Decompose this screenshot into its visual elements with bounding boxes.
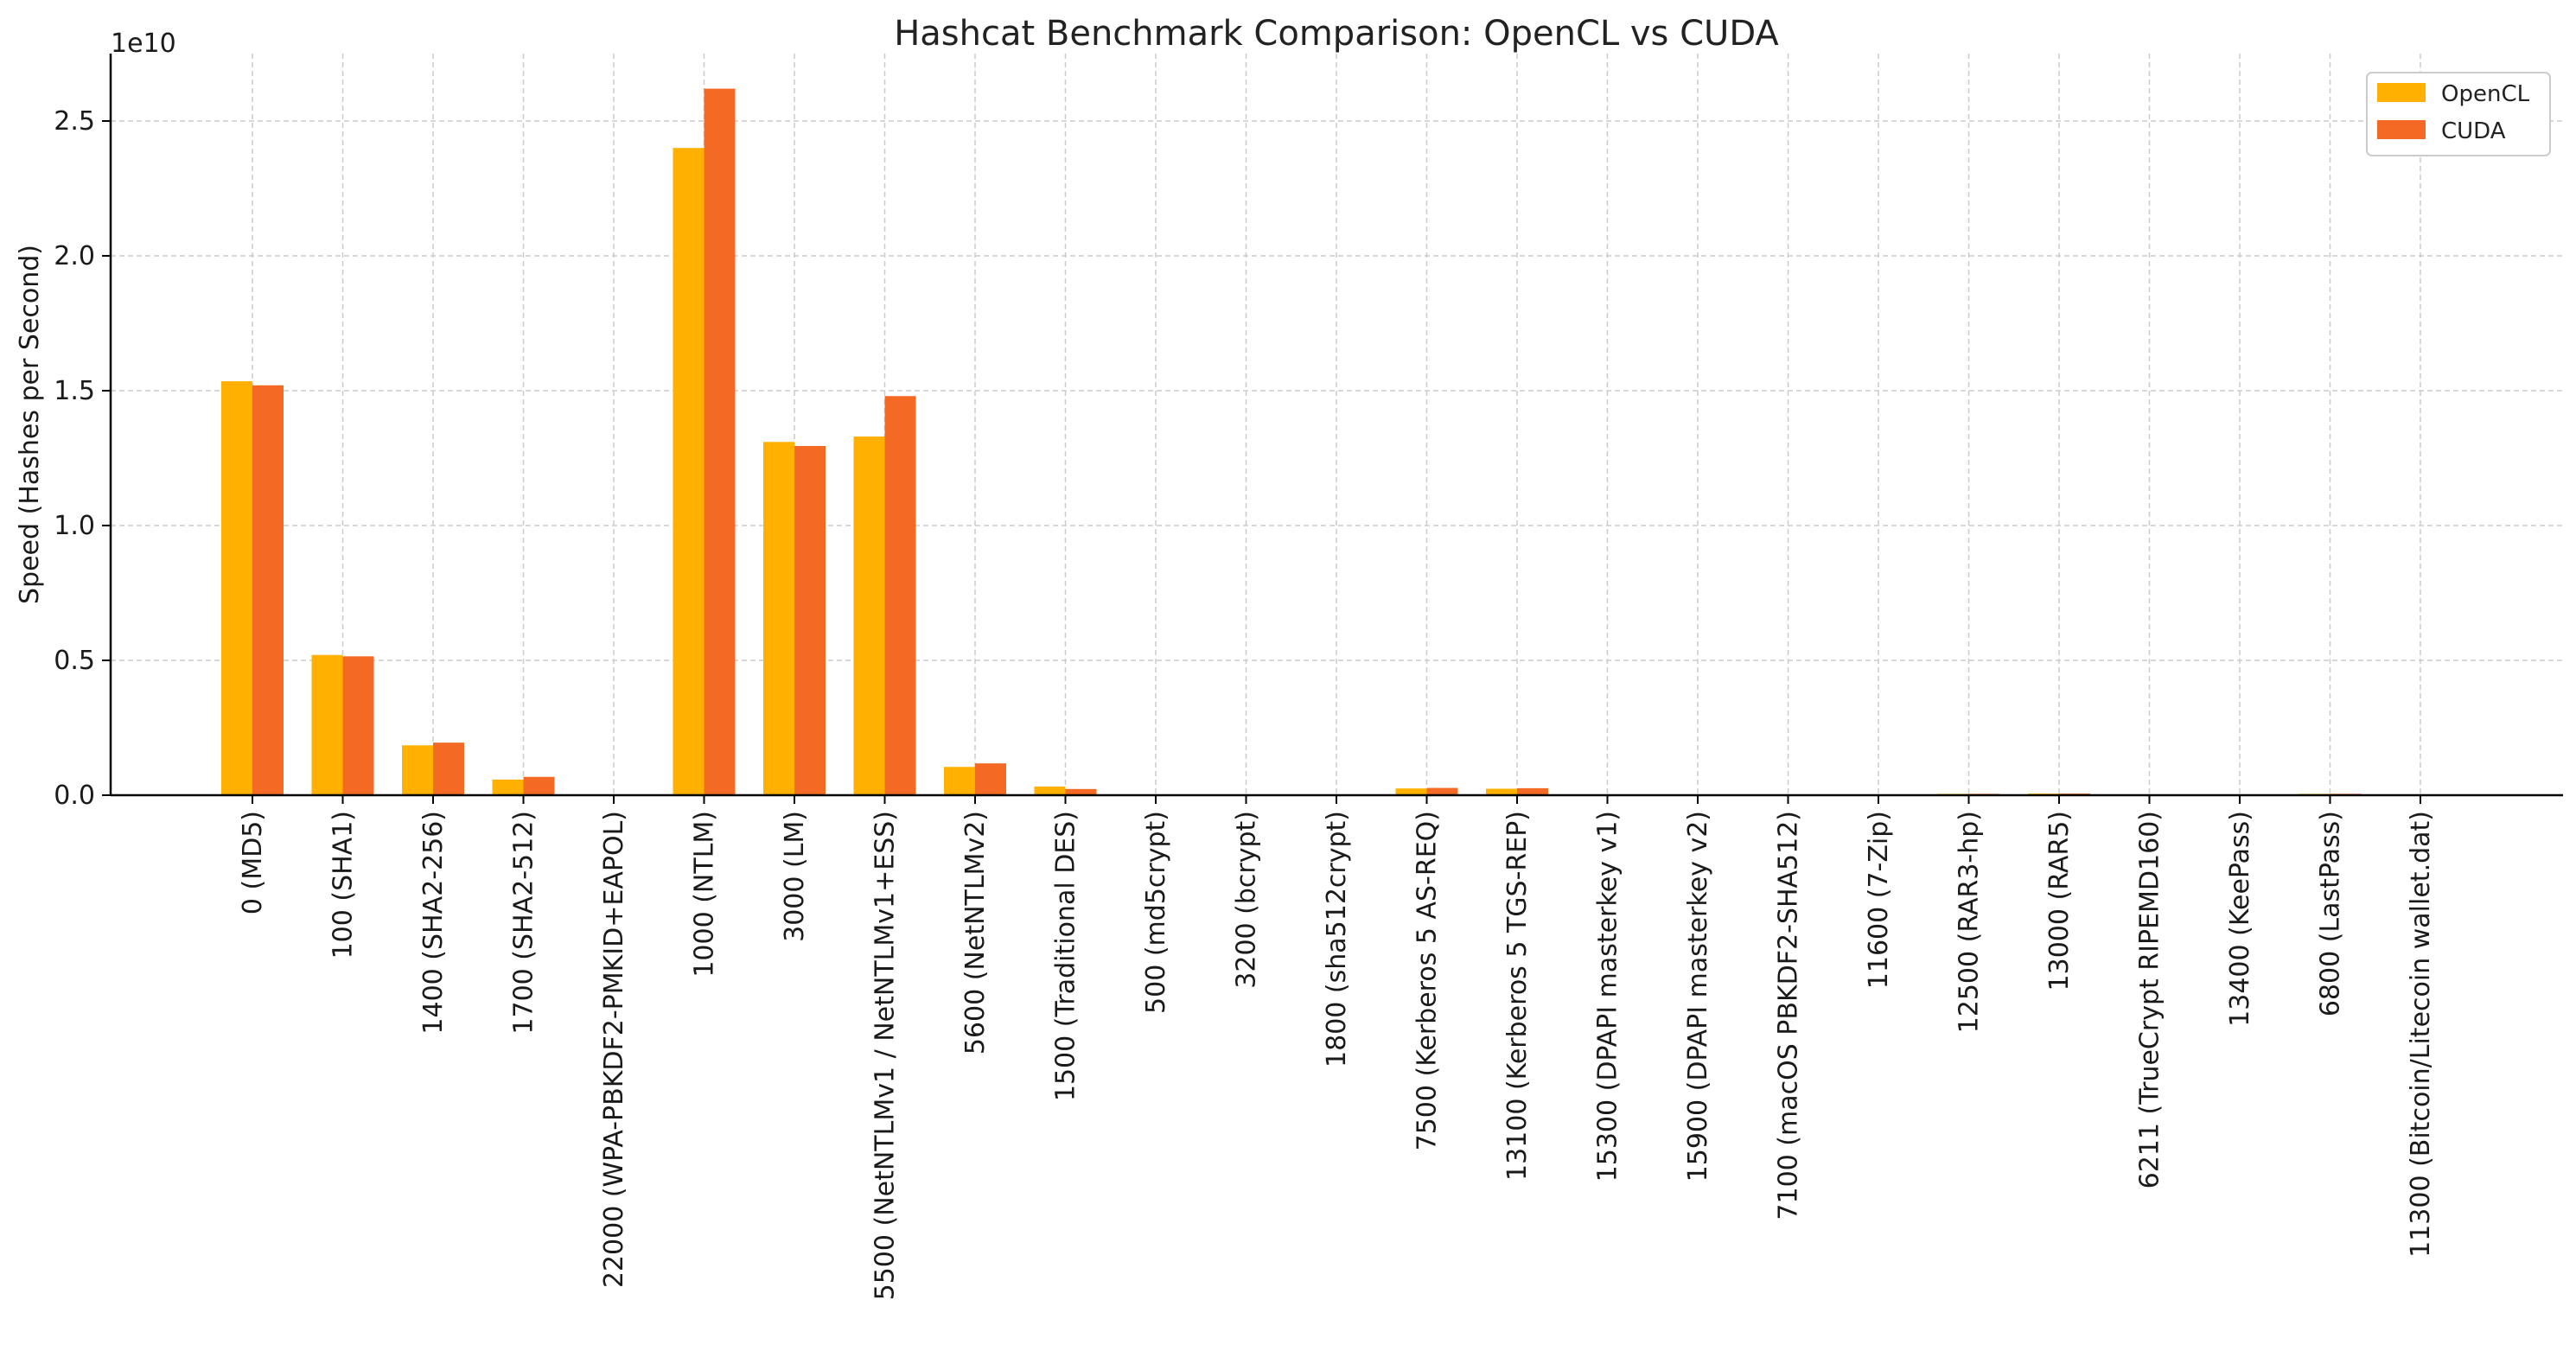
bar-opencl [221, 381, 252, 795]
x-tick-label: 100 (SHA1) [328, 811, 359, 959]
x-tick-label: 1800 (sha512crypt) [1322, 811, 1352, 1067]
bar-opencl [312, 655, 343, 795]
x-tick-label: 1400 (SHA2-256) [418, 811, 449, 1035]
bar-cuda [343, 656, 374, 795]
bar-cuda [1427, 788, 1458, 795]
x-tick-label: 1000 (NTLM) [690, 811, 720, 978]
x-tick-label: 500 (md5crypt) [1141, 811, 1171, 1014]
y-tick-label: 2.0 [54, 241, 95, 271]
bar-cuda [794, 446, 826, 795]
x-tick-label: 13400 (KeePass) [2225, 811, 2255, 1027]
x-tick-label: 3200 (bcrypt) [1232, 811, 1262, 989]
legend-label-cuda: CUDA [2441, 118, 2506, 144]
legend-swatch-cuda [2377, 120, 2426, 139]
bar-opencl [493, 780, 524, 795]
y-axis-offset-text: 1e10 [111, 29, 176, 59]
chart-title: Hashcat Benchmark Comparison: OpenCL vs … [894, 14, 1779, 54]
bar-opencl [763, 442, 794, 795]
grid [111, 54, 2563, 795]
y-tick-label: 1.0 [54, 511, 95, 541]
x-tick-label: 15300 (DPAPI masterkey v1) [1593, 811, 1623, 1182]
x-tick-label: 1500 (Traditional DES) [1051, 811, 1081, 1101]
x-tick-label: 11600 (7-Zip) [1864, 811, 1894, 989]
x-tick-label: 6800 (LastPass) [2316, 811, 2346, 1016]
x-tick-label: 6211 (TrueCrypt RIPEMD160) [2135, 811, 2165, 1188]
bar-cuda [975, 763, 1006, 795]
bar-opencl [1035, 787, 1066, 795]
x-tick-label: 13000 (RAR5) [2044, 811, 2075, 991]
x-tick-label: 1700 (SHA2-512) [509, 811, 539, 1035]
y-tick-label: 1.5 [54, 376, 95, 406]
x-tick-label: 5500 (NetNTLMv1 / NetNTLMv1+ESS) [870, 811, 901, 1300]
x-tick-label: 12500 (RAR3-hp) [1954, 811, 1985, 1033]
bar-opencl [854, 436, 885, 795]
bar-cuda [705, 89, 736, 795]
bar-opencl [402, 745, 433, 795]
y-tick-label: 0.0 [54, 781, 95, 811]
x-tick-label: 0 (MD5) [238, 811, 268, 914]
ticks: 0.0 0.5 1.0 1.5 2.0 2.5 0 (MD5) 100 (SHA1) 1400 … [54, 106, 2436, 1300]
x-tick-label: 5600 (NetNTLMv2) [960, 811, 991, 1055]
bar-cuda [433, 742, 464, 795]
x-tick-label: 11300 (Bitcoin/Litecoin wallet.dat) [2406, 811, 2436, 1258]
x-tick-label: 15900 (DPAPI masterkey v2) [1683, 811, 1713, 1182]
y-tick-label: 2.5 [54, 106, 95, 137]
bar-cuda [885, 396, 916, 795]
bar-cuda [252, 386, 284, 795]
bar-cuda [524, 777, 555, 795]
legend-label-opencl: OpenCL [2441, 81, 2530, 107]
bar-opencl [673, 148, 705, 795]
legend-swatch-opencl [2377, 83, 2426, 102]
bar-opencl [944, 767, 975, 795]
x-tick-label: 7500 (Kerberos 5 AS-REQ) [1412, 811, 1443, 1150]
legend: OpenCL CUDA [2367, 73, 2550, 156]
axes [111, 54, 2563, 795]
x-tick-label: 3000 (LM) [780, 811, 810, 942]
x-tick-label: 22000 (WPA-PBKDF2-PMKID+EAPOL) [599, 811, 629, 1288]
x-tick-label: 13100 (Kerberos 5 TGS-REP) [1502, 811, 1533, 1181]
y-tick-label: 0.5 [54, 646, 95, 676]
y-axis-label: Speed (Hashes per Second) [15, 245, 45, 604]
x-tick-label: 7100 (macOS PBKDF2-SHA512) [1774, 811, 1804, 1220]
